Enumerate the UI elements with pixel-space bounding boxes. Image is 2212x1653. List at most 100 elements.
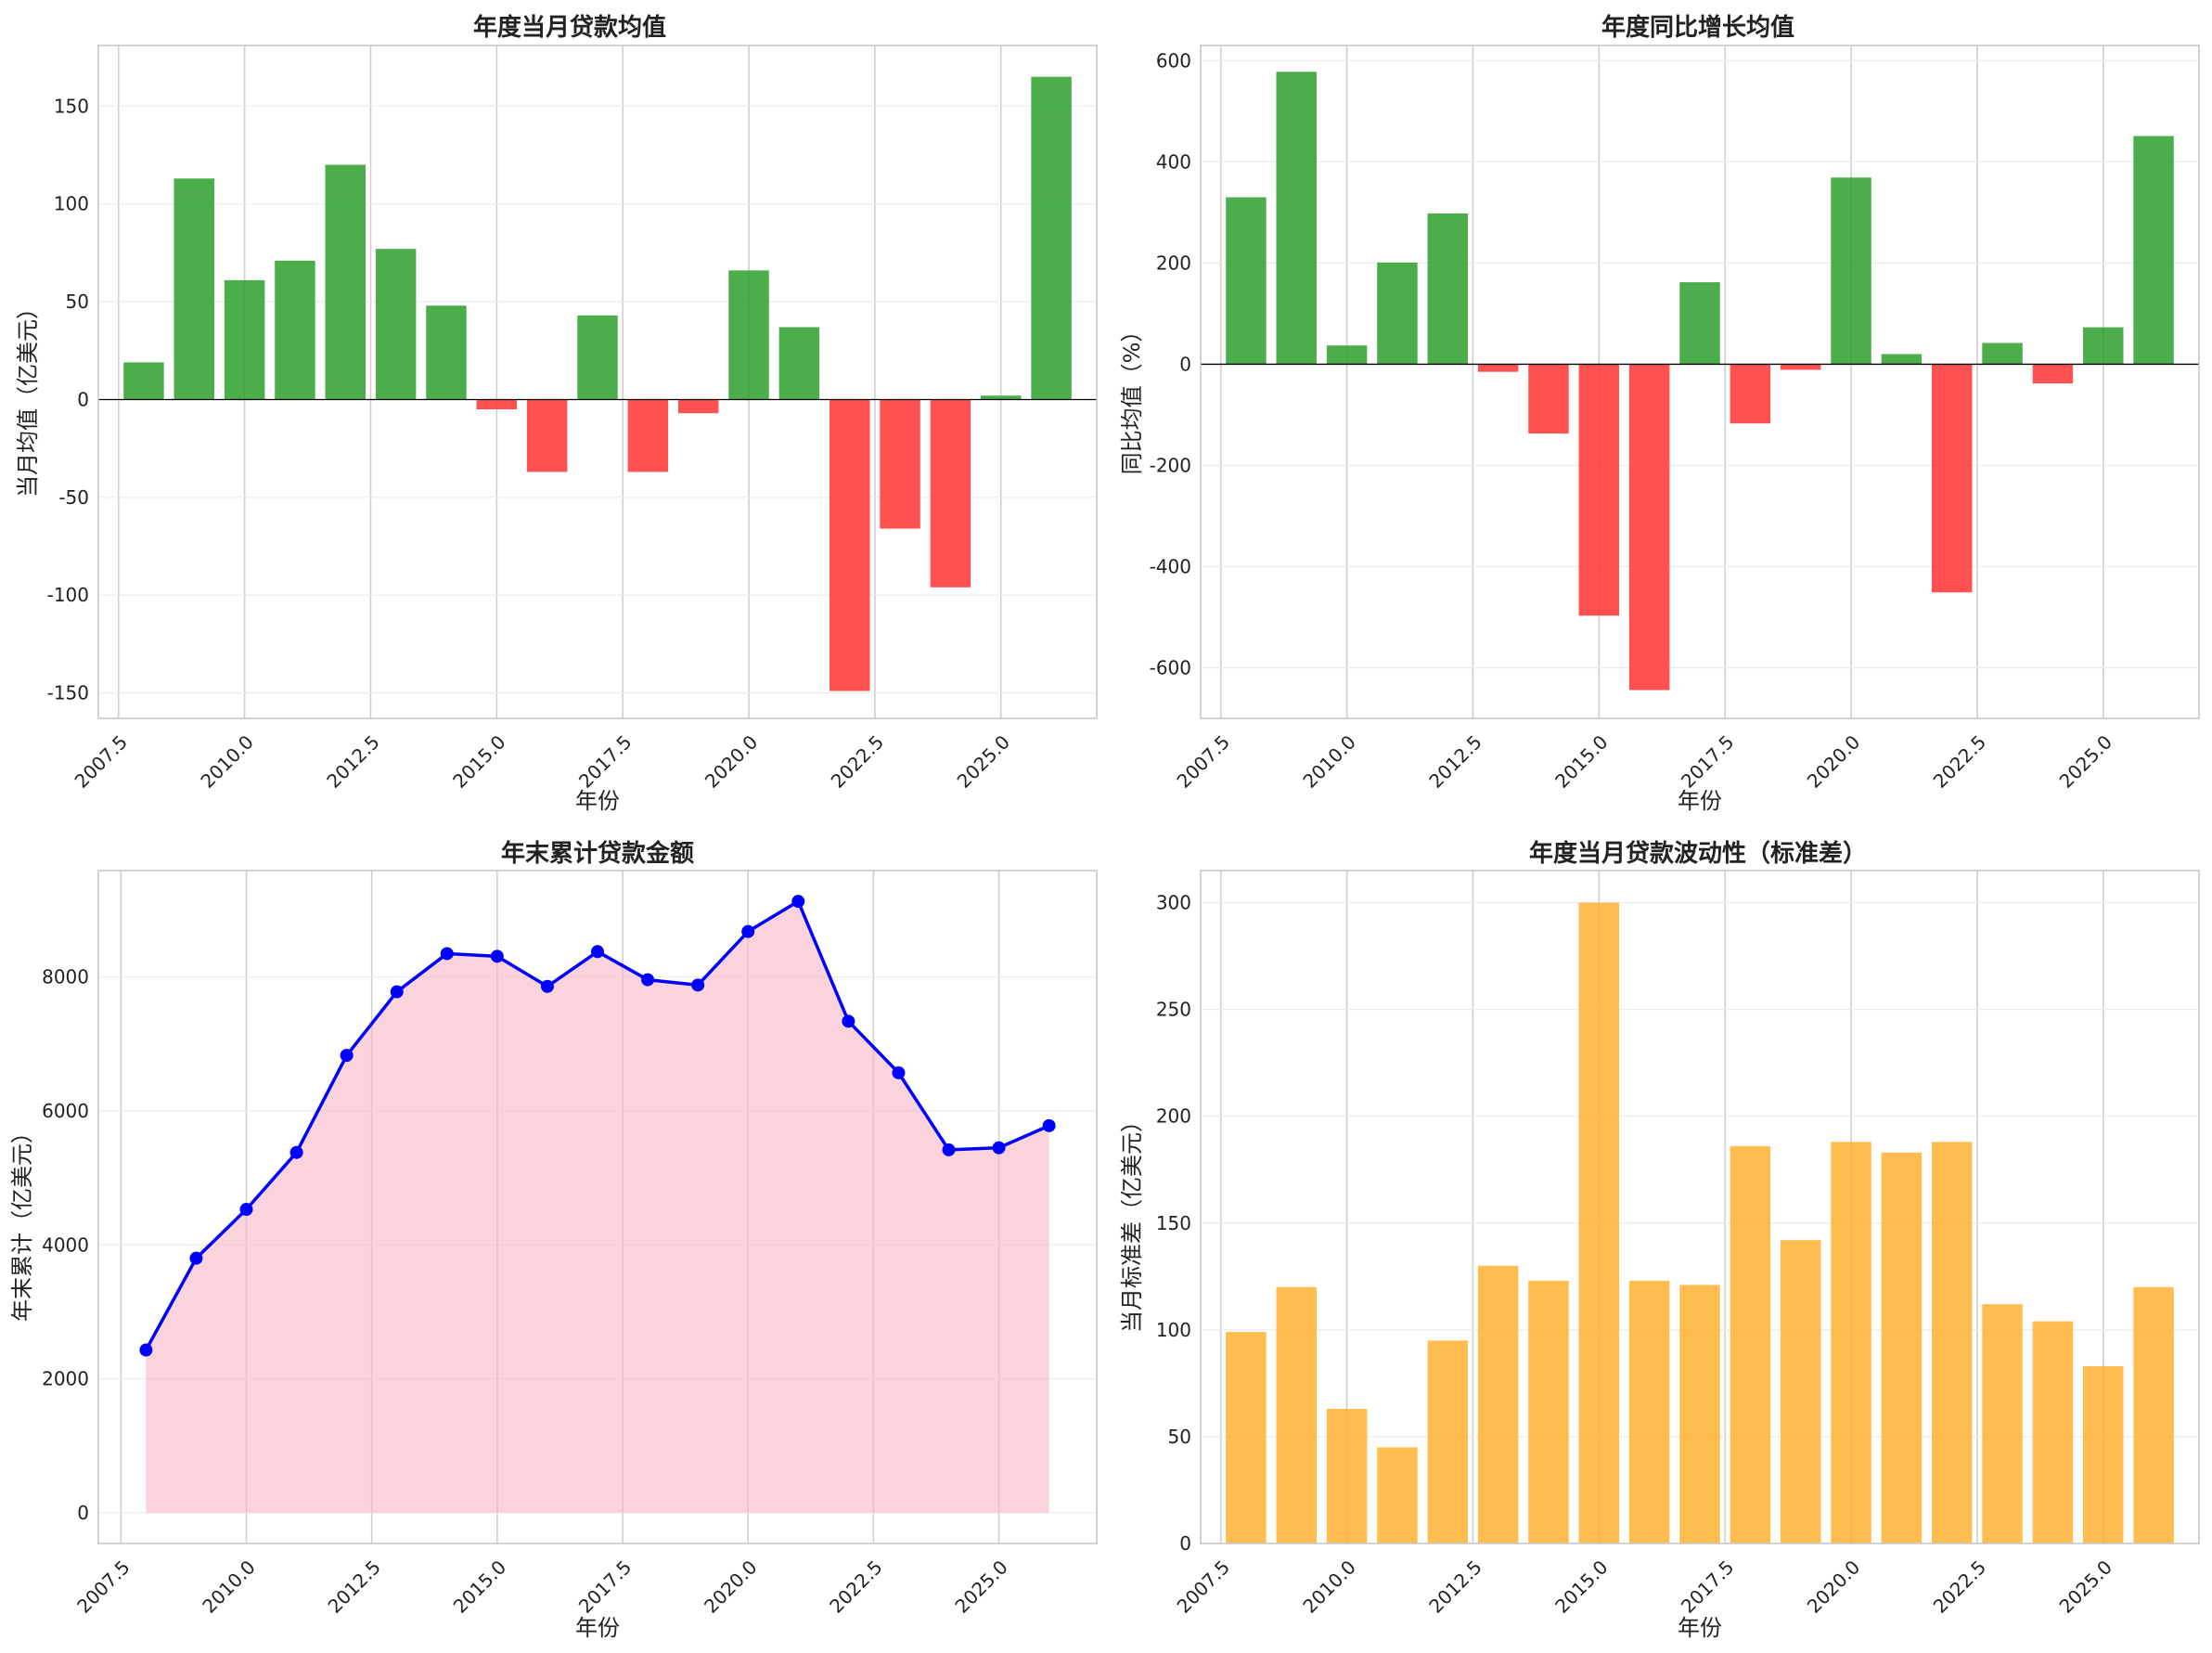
y-axis-label: 同比均值（%）	[1119, 320, 1145, 475]
bar	[526, 399, 568, 472]
bar	[1780, 364, 1821, 370]
x-tick-label: 2020.0	[1803, 730, 1864, 792]
bar	[577, 315, 618, 400]
y-tick-label: 50	[1168, 1426, 1191, 1448]
data-point	[741, 924, 755, 938]
bar	[2133, 136, 2174, 365]
bar	[123, 362, 164, 400]
y-tick-label: 400	[1156, 150, 1191, 173]
data-point	[340, 1049, 354, 1063]
bar	[1326, 1409, 1368, 1543]
data-point	[490, 949, 504, 963]
data-point	[691, 978, 705, 992]
bar	[1477, 364, 1519, 372]
chart-title: 年度当月贷款均值	[473, 13, 666, 42]
y-tick-label: 0	[77, 388, 89, 410]
bar	[375, 249, 417, 400]
bar	[1982, 1304, 2023, 1543]
y-tick-label: -400	[1150, 555, 1191, 577]
x-axis-label: 年份	[1678, 1615, 1722, 1641]
data-point	[942, 1143, 956, 1156]
chart-monthly-loan-volatility: 0 50 100 150 200 250 300 2007.5 2010.0 2012.5 2015…	[1119, 839, 2200, 1641]
plot-area: 0 2000 4000 6000 8000 2007.5 2010.0 2012.5 2015.…	[42, 870, 1098, 1618]
bar	[1881, 1152, 1923, 1543]
bar	[1276, 71, 1317, 365]
data-point	[440, 947, 454, 961]
y-tick-label: -200	[1150, 454, 1191, 476]
bar	[174, 178, 214, 400]
bar	[2083, 327, 2124, 365]
x-tick-label: 2007.5	[1173, 730, 1234, 792]
y-tick-label: 150	[1156, 1212, 1191, 1234]
y-tick-label: 600	[1156, 49, 1191, 71]
bar	[1377, 1447, 1418, 1543]
x-tick-label: 2012.5	[1424, 1556, 1485, 1617]
bar	[1528, 1280, 1569, 1543]
y-tick-label: -100	[47, 584, 89, 606]
y-axis-label: 年末累计（亿美元）	[9, 1121, 35, 1322]
y-axis-label: 当月均值（亿美元）	[15, 297, 41, 497]
x-tick-label: 2017.5	[574, 1556, 636, 1617]
bar	[1679, 282, 1720, 365]
data-point	[390, 985, 404, 999]
data-point	[1042, 1118, 1056, 1132]
x-tick-label: 2010.0	[196, 730, 257, 792]
bar	[2032, 1321, 2074, 1543]
bar	[476, 399, 518, 410]
x-axis-label: 年份	[575, 1615, 620, 1641]
x-tick-label: 2017.5	[1677, 1556, 1738, 1617]
y-tick-label: -600	[1150, 656, 1191, 678]
y-tick-label: 50	[66, 291, 89, 313]
data-point	[641, 973, 655, 987]
x-tick-label: 2007.5	[71, 730, 132, 792]
y-tick-label: 8000	[42, 966, 89, 988]
bar	[627, 399, 669, 472]
x-tick-label: 2025.0	[950, 1556, 1011, 1617]
y-tick-label: 200	[1156, 1105, 1191, 1128]
data-point	[139, 1343, 153, 1357]
x-tick-label: 2022.5	[1929, 1556, 1990, 1617]
x-tick-label: 2017.5	[1677, 730, 1738, 792]
x-tick-label: 2015.0	[1550, 730, 1612, 792]
x-tick-label: 2010.0	[1298, 730, 1359, 792]
y-tick-label: 300	[1156, 892, 1191, 914]
bar	[1276, 1286, 1317, 1543]
bar	[930, 399, 971, 588]
x-tick-label: 2022.5	[1929, 730, 1990, 792]
plot-area: -150 -100 -50 0 50 100 150 2007.5 2010.0 2012.5 20…	[47, 45, 1098, 793]
y-tick-label: 150	[54, 95, 89, 117]
chart-yoy-growth-mean: -600 -400 -200 0 200 400 600 2007.5 2010.0 2012.5…	[1119, 13, 2200, 814]
bar	[1982, 342, 2023, 365]
plot-frame	[97, 870, 1098, 1544]
data-point	[289, 1145, 303, 1159]
bar	[1031, 76, 1072, 400]
bar	[1427, 1340, 1469, 1543]
x-tick-label: 2010.0	[1298, 1556, 1359, 1617]
x-axis-label: 年份	[1678, 788, 1722, 814]
y-tick-label: -150	[47, 682, 89, 704]
x-tick-label: 2025.0	[2055, 730, 2116, 792]
chart-title: 年末累计贷款金额	[501, 839, 694, 868]
bar	[880, 399, 920, 529]
bar	[275, 260, 315, 400]
bar	[1730, 1145, 1771, 1543]
bar	[1377, 262, 1418, 365]
bar	[426, 305, 467, 400]
x-tick-label: 2012.5	[1424, 730, 1485, 792]
bar	[1931, 1142, 1973, 1543]
x-tick-label: 2022.5	[825, 1556, 886, 1617]
y-tick-label: 0	[77, 1502, 89, 1524]
plot-area: 0 50 100 150 200 250 300 2007.5 2010.0 2012.5 2015…	[1156, 870, 2200, 1618]
x-tick-label: 2017.5	[574, 730, 636, 792]
y-tick-label: 200	[1156, 252, 1191, 274]
x-tick-label: 2020.0	[1803, 1556, 1864, 1617]
x-tick-label: 2025.0	[2055, 1556, 2116, 1617]
data-point	[992, 1141, 1006, 1155]
bar	[224, 279, 265, 400]
bar	[1628, 1280, 1670, 1543]
y-tick-label: 2000	[42, 1368, 89, 1390]
bar	[1578, 902, 1620, 1543]
y-tick-label: 0	[1179, 1532, 1191, 1555]
x-tick-label: 2007.5	[72, 1556, 134, 1617]
